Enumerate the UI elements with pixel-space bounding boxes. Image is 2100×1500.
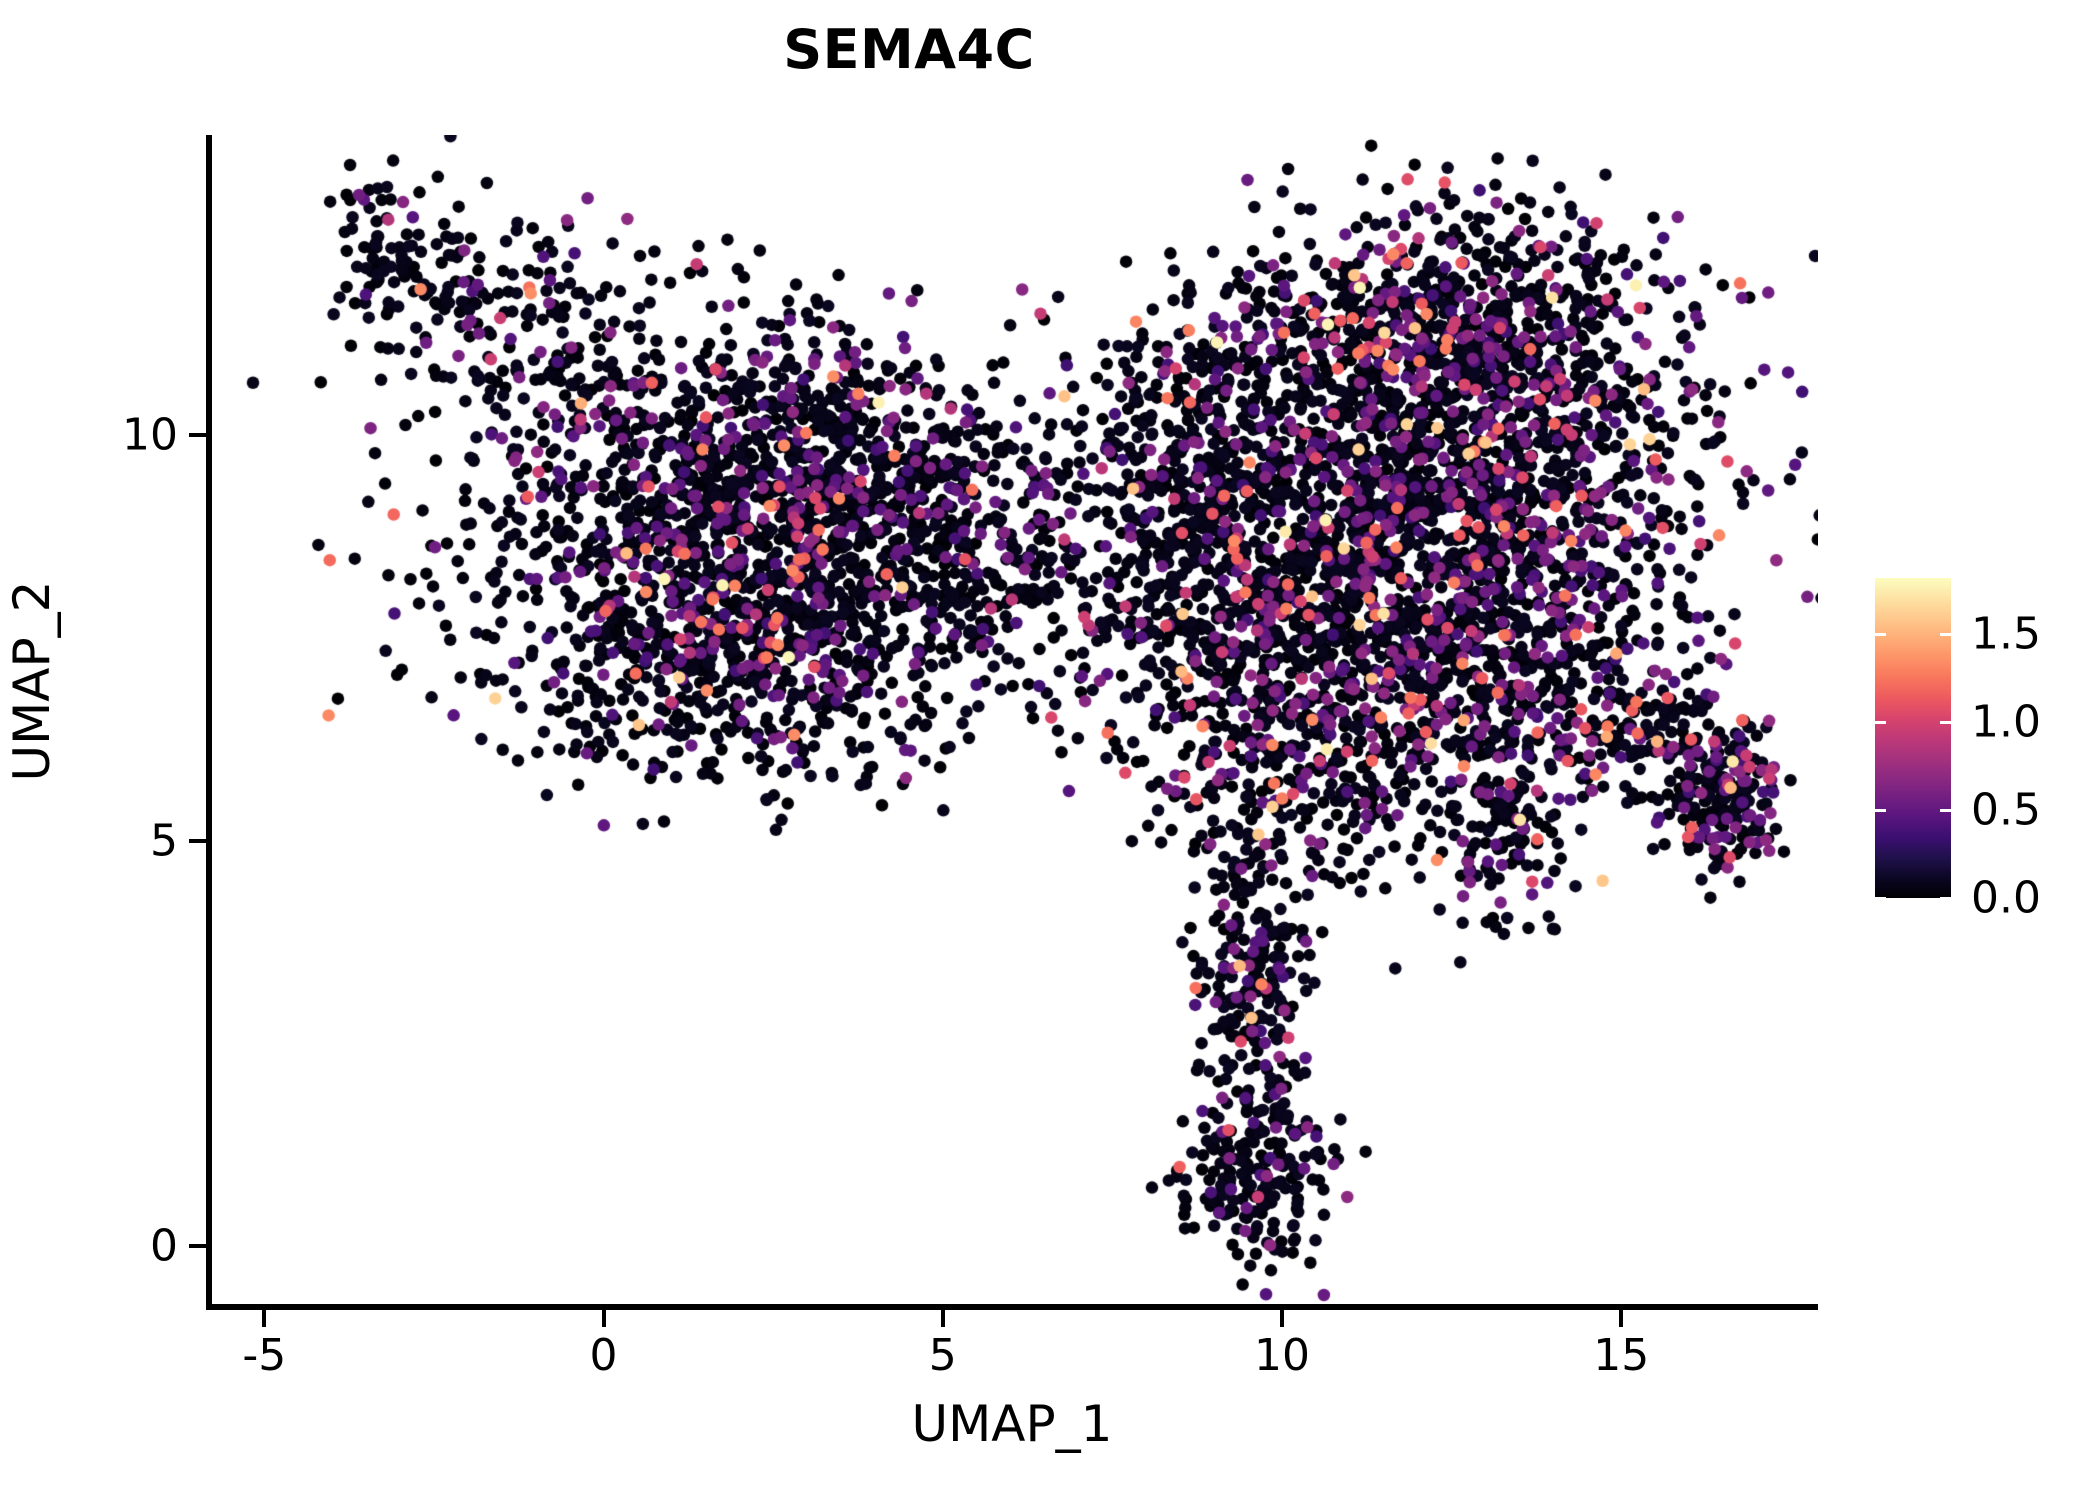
- colorbar-tick-label: 1.0: [1971, 696, 2041, 748]
- y-axis-spine: [206, 135, 212, 1310]
- colorbar-tick-mark: [1875, 721, 1886, 725]
- x-tick-label: 0: [589, 1330, 618, 1381]
- y-tick-mark: [189, 1244, 206, 1249]
- scatter-points-canvas: [210, 135, 1818, 1307]
- page-title: SEMA4C: [783, 18, 1035, 81]
- x-tick-label: -5: [242, 1330, 287, 1381]
- colorbar-tick-mark: [1875, 809, 1886, 813]
- y-tick-label: 5: [150, 815, 178, 867]
- colorbar-tick-mark: [1940, 633, 1951, 637]
- y-tick-mark: [189, 433, 206, 438]
- x-tick-mark: [940, 1310, 945, 1327]
- colorbar: [1875, 578, 1951, 898]
- x-tick-label: 15: [1593, 1330, 1650, 1381]
- colorbar-gradient: [1875, 578, 1951, 898]
- x-axis-spine: [206, 1304, 1818, 1310]
- colorbar-tick-mark: [1940, 721, 1951, 725]
- x-tick-label: 10: [1254, 1330, 1310, 1381]
- y-axis-label: UMAP_2: [3, 580, 61, 782]
- x-tick-mark: [1280, 1310, 1284, 1327]
- y-tick-mark: [189, 838, 206, 843]
- colorbar-tick-mark: [1940, 809, 1951, 813]
- y-tick-label: 10: [122, 409, 178, 461]
- colorbar-tick-label: 1.5: [1971, 608, 2041, 660]
- colorbar-tick-label: 0.0: [1971, 872, 2041, 924]
- x-axis-label: UMAP_1: [911, 1395, 1113, 1453]
- colorbar-tick-mark: [1875, 897, 1886, 900]
- x-tick-label: 5: [928, 1330, 957, 1381]
- x-tick-mark: [1619, 1310, 1624, 1327]
- colorbar-tick-label: 0.5: [1971, 784, 2041, 836]
- y-tick-label: 0: [150, 1220, 178, 1272]
- plot-area: [210, 135, 1818, 1307]
- x-tick-mark: [262, 1310, 267, 1327]
- x-tick-mark: [601, 1310, 606, 1327]
- colorbar-tick-mark: [1875, 633, 1886, 637]
- colorbar-tick-mark: [1940, 897, 1951, 900]
